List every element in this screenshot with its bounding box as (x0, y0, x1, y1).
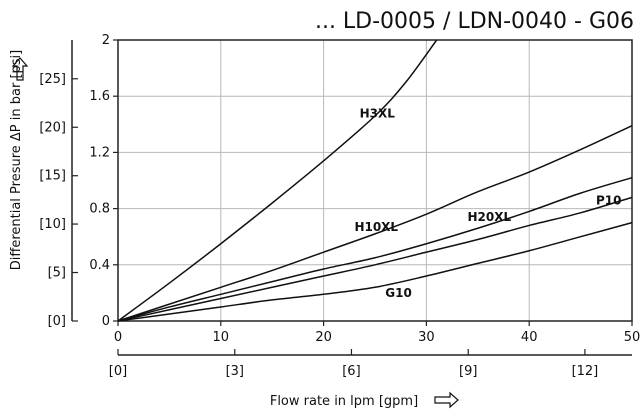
y-tick-label: 0.4 (89, 258, 110, 273)
x-secondary-tick-label: [9] (459, 364, 477, 379)
y-tick-label: 0.8 (89, 202, 110, 217)
y-tick-label: 2 (102, 33, 110, 48)
y-tick-label: 1.6 (89, 89, 110, 104)
x-secondary-tick-label: [0] (109, 364, 127, 379)
y-secondary-tick-label: [20] (39, 120, 66, 135)
series-line-h20xl (117, 176, 633, 322)
x-axis-ticks: 0 10 20 30 40 50 (114, 321, 640, 345)
y-axis-ticks: 0 0.4 0.8 1.2 1.6 2 (89, 33, 118, 329)
y-axis-arrow-icon (11, 57, 29, 81)
x-tick-label: 0 (114, 330, 122, 345)
y-tick-label: 1.2 (89, 145, 110, 160)
series-label-h10xl: H10XL (354, 220, 398, 234)
y-secondary-tick-label: [10] (39, 217, 66, 232)
series-curves (117, 39, 633, 322)
series-line-h10xl (117, 125, 633, 322)
y-secondary-tick-label: [25] (39, 72, 66, 87)
series-label-h3xl: H3XL (360, 106, 396, 120)
gridlines (118, 40, 632, 321)
series-label-h20xl: H20XL (468, 210, 512, 224)
y-tick-label: 0 (102, 314, 110, 329)
series-labels: H3XL H10XL H20XL P10 G10 (354, 106, 621, 300)
x-tick-label: 30 (418, 330, 435, 345)
x-tick-label: 40 (521, 330, 538, 345)
x-secondary-axis-ticks: [0] [3] [6] [9] [12] (109, 349, 632, 379)
y-secondary-tick-label: [15] (39, 169, 66, 184)
x-secondary-tick-label: [3] (226, 364, 244, 379)
x-tick-label: 10 (213, 330, 230, 345)
y-secondary-tick-label: [5] (48, 266, 66, 281)
x-tick-label: 20 (315, 330, 332, 345)
x-secondary-tick-label: [12] (572, 364, 599, 379)
x-secondary-tick-label: [6] (342, 364, 360, 379)
series-line-g10 (117, 221, 633, 322)
series-line-h3xl (117, 39, 438, 322)
plot-frame (117, 39, 633, 322)
y-axis-label: Differential Presure ΔP in bar [psi] (9, 50, 24, 271)
chart-title: ... LD-0005 / LDN-0040 - G06 (315, 9, 634, 34)
series-label-g10: G10 (385, 286, 412, 300)
series-label-p10: P10 (596, 193, 622, 207)
x-axis-label: Flow rate in lpm [gpm] (270, 394, 418, 409)
x-axis-arrow-icon (434, 391, 459, 409)
y-secondary-axis-ticks: [0] [5] [10] [15] [20] [25] (39, 40, 78, 329)
x-tick-label: 50 (624, 330, 640, 345)
series-line-p10 (117, 196, 633, 322)
y-secondary-tick-label: [0] (48, 314, 66, 329)
